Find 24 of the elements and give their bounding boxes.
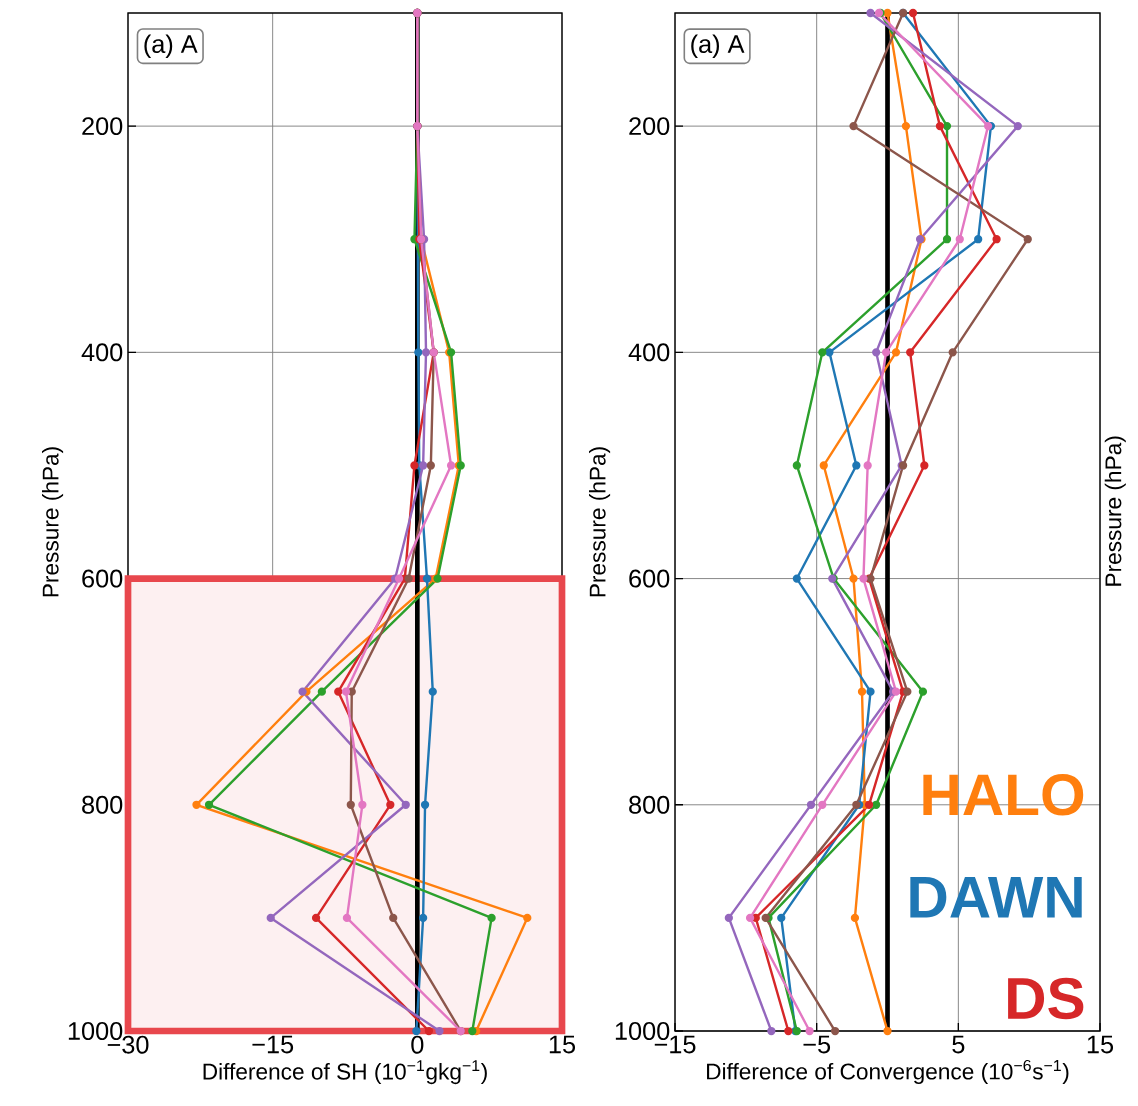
annotation: (a) A	[691, 34, 745, 59]
y2-axis-title: Pressure (hPa)	[1104, 436, 1126, 586]
x-tick-label: 15	[549, 1035, 576, 1054]
series-label: HALO	[923, 774, 1084, 816]
series-label: DAWN	[910, 877, 1082, 918]
x-tick-label: 5	[952, 1035, 965, 1054]
y-axis-title: Pressure (hPa)	[589, 447, 611, 597]
annotation: (a) A	[144, 34, 198, 59]
y-tick-label: 400	[628, 343, 670, 362]
x-tick-label: −15	[252, 1035, 294, 1054]
y-tick-label: 800	[629, 795, 670, 814]
y-tick-label: 600	[82, 569, 123, 588]
x-tick-label: 0	[411, 1035, 424, 1054]
x-tick-label: −5	[803, 1035, 831, 1054]
text: DS	[1008, 977, 1084, 1020]
y-tick-label: 600	[629, 569, 670, 588]
y-tick-label: 800	[82, 795, 123, 814]
x-axis-title: Difference of SH (10$^{−1}$gkg$^{−1}$)	[203, 1060, 487, 1085]
x-tick-label: 15	[1087, 1035, 1114, 1054]
y-tick-label: 200	[82, 117, 123, 136]
y-axis-title: Pressure (hPa)	[42, 447, 64, 597]
x-axis-title: Difference of Convergence (10$^{−6}$s$^{−1}$)	[707, 1059, 1069, 1085]
y-tick-label: 400	[81, 343, 123, 362]
y-tick-label: 200	[629, 117, 670, 136]
